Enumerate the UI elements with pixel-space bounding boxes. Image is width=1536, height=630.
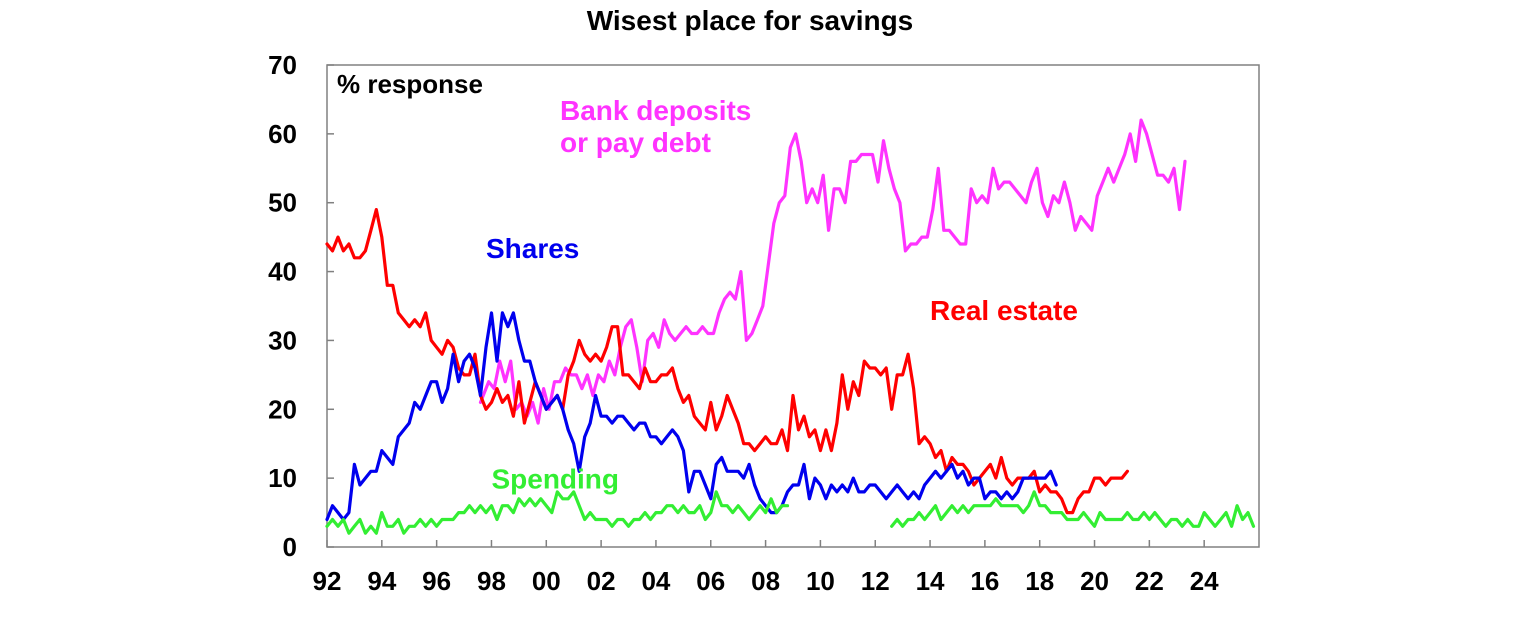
series-line-shares	[325, 311, 1058, 522]
series-label-shares: Shares	[486, 233, 579, 264]
y-tick-label: 10	[268, 463, 297, 493]
x-tick-label: 08	[751, 566, 780, 596]
x-tick-label: 10	[806, 566, 835, 596]
x-tick-label: 02	[587, 566, 616, 596]
y-tick-label: 0	[283, 532, 297, 562]
y-tick-label: 30	[268, 325, 297, 355]
x-tick-label: 96	[422, 566, 451, 596]
series-line-spending	[325, 490, 790, 535]
x-tick-label: 94	[367, 566, 396, 596]
series-label-bank-deposits-or-pay-debt: Bank deposits	[560, 95, 751, 126]
y-tick-label: 50	[268, 188, 297, 218]
series-label-spending: Spending	[491, 463, 619, 494]
y-tick-label: 60	[268, 119, 297, 149]
x-tick-label: 24	[1190, 566, 1219, 596]
y-axis: 0 10 20 30 40 50 60 70	[268, 50, 334, 562]
x-tick-label: 14	[916, 566, 945, 596]
x-tick-label: 98	[477, 566, 506, 596]
series-line-bank-deposits-or-pay-debt	[478, 118, 1187, 425]
series-line-spending	[890, 490, 1256, 528]
x-tick-label: 12	[861, 566, 890, 596]
x-tick-label: 06	[696, 566, 725, 596]
series-label-real-estate: Real estate	[930, 295, 1078, 326]
chart-title: Wisest place for savings	[587, 5, 914, 36]
plot-border	[326, 64, 1260, 548]
y-tick-label: 40	[268, 257, 297, 287]
x-tick-label: 00	[532, 566, 561, 596]
plot-area	[326, 64, 1260, 548]
y-tick-label: 70	[268, 50, 297, 80]
x-tick-label: 92	[313, 566, 342, 596]
series-layer	[325, 118, 1256, 535]
x-tick-label: 20	[1080, 566, 1109, 596]
x-axis: 92 94 96 98 00 02 04 06 08 10 12 14 16 18 20 22 24	[313, 540, 1219, 596]
x-tick-label: 04	[641, 566, 670, 596]
y-tick-label: 20	[268, 394, 297, 424]
x-tick-label: 22	[1135, 566, 1164, 596]
x-tick-label: 18	[1025, 566, 1054, 596]
series-label-bank-deposits-or-pay-debt: or pay debt	[560, 127, 711, 158]
x-tick-label: 16	[970, 566, 999, 596]
unit-label: % response	[337, 69, 483, 99]
